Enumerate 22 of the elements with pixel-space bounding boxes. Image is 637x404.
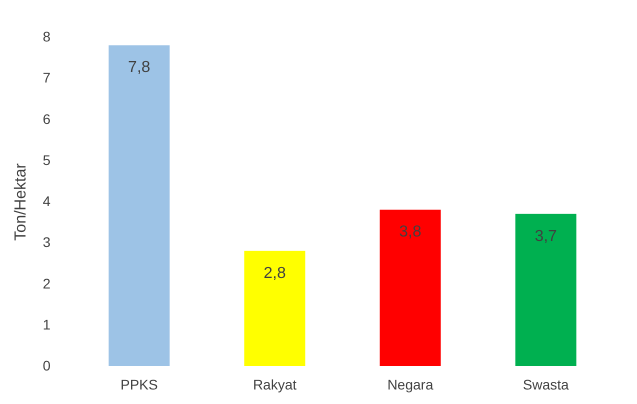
bar xyxy=(108,45,170,366)
y-tick-label: 3 xyxy=(42,234,51,250)
x-tick-label: Rakyat xyxy=(252,376,297,392)
y-tick-label: 8 xyxy=(42,28,51,44)
y-tick-label: 2 xyxy=(42,275,51,292)
y-tick-label: 4 xyxy=(42,193,51,209)
x-tick-label: Negara xyxy=(387,376,434,392)
data-label: 7,8 xyxy=(128,59,150,76)
y-tick-label: 1 xyxy=(42,316,51,332)
bar xyxy=(244,250,306,366)
bar xyxy=(515,214,576,366)
data-label: 2,8 xyxy=(264,264,286,282)
y-tick-label: 0 xyxy=(42,358,51,374)
data-label: 3,8 xyxy=(399,224,422,241)
y-tick-label: 6 xyxy=(42,110,51,127)
data-label: 3,7 xyxy=(534,228,558,245)
x-tick-label: Swasta xyxy=(522,376,569,392)
x-tick-label: PPKS xyxy=(120,376,158,392)
y-tick-label: 5 xyxy=(42,152,51,168)
y-axis-title: Ton/Hektar xyxy=(12,162,30,241)
y-tick-label: 7 xyxy=(42,70,51,86)
bar xyxy=(380,210,441,366)
